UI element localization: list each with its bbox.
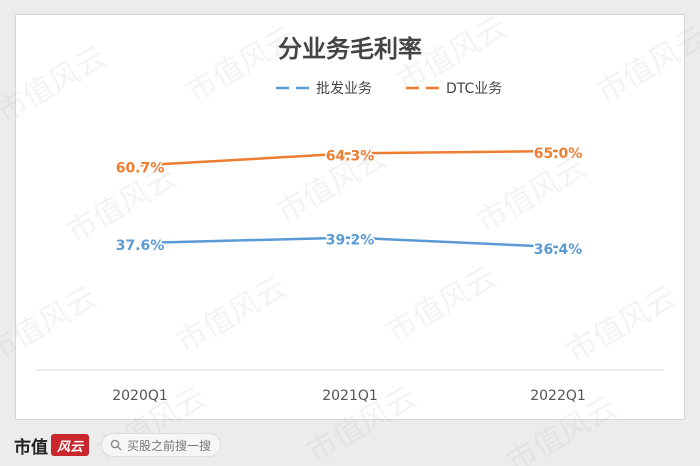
legend-label: DTC业务: [446, 81, 502, 97]
brand-name: 市值: [14, 437, 48, 458]
x-tick-labels: 2020Q1 2021Q1 2022Q1: [112, 388, 586, 404]
brand-logo[interactable]: 市值 风云: [14, 430, 89, 460]
data-label: 60.7%: [116, 160, 165, 176]
x-tick-label: 2020Q1: [112, 388, 168, 404]
search-icon: [110, 439, 122, 451]
data-label: 36.4%: [534, 242, 583, 258]
search-box[interactable]: 买股之前搜一搜: [101, 433, 221, 457]
chart-title: 分业务毛利率: [278, 35, 422, 63]
data-label: 37.6%: [116, 238, 165, 254]
footer-bar: 市值 风云 买股之前搜一搜: [0, 424, 700, 466]
x-tick-label: 2022Q1: [530, 388, 586, 404]
x-tick-label: 2021Q1: [322, 388, 378, 404]
series-line: [139, 236, 559, 249]
data-label: 65.0%: [534, 146, 583, 162]
data-label: 39.2%: [326, 233, 375, 249]
legend-label: 批发业务: [316, 81, 372, 97]
chart-legend: 批发业务 DTC业务: [276, 81, 502, 97]
brand-mark: 风云: [51, 434, 89, 456]
chart-card: [15, 14, 685, 420]
series-layer: 37.6% 39.2% 36.4% 60.7% 64.3% 65.0%: [114, 145, 584, 260]
data-label: 64.3%: [326, 148, 375, 164]
series-line: [139, 149, 559, 167]
search-placeholder: 买股之前搜一搜: [127, 438, 212, 453]
